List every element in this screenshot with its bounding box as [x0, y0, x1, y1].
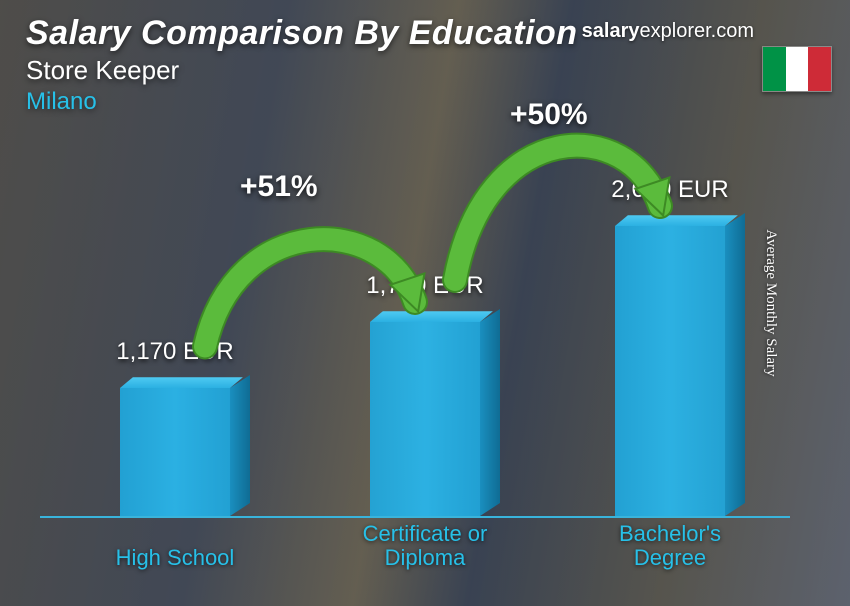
- bar-chart: 1,170 EURHigh School1,780 EURCertificate…: [50, 150, 780, 576]
- chart-title: Salary Comparison By Education: [26, 14, 578, 53]
- increase-arrow: [205, 239, 415, 346]
- brand-normal: explorer: [640, 20, 711, 42]
- flag-stripe-2: [786, 47, 809, 91]
- flag-stripe-1: [763, 47, 786, 91]
- chart-header: Salary Comparison By Education Store Kee…: [26, 14, 578, 116]
- brand-tld: .com: [711, 20, 754, 42]
- chart-subtitle: Store Keeper: [26, 55, 578, 86]
- country-flag-italy: [762, 46, 832, 92]
- increase-arrow: [455, 146, 660, 280]
- brand-bold: salary: [582, 20, 640, 42]
- brand-watermark: salaryexplorer.com: [582, 20, 754, 43]
- flag-stripe-3: [808, 47, 831, 91]
- arrows-layer: [50, 150, 780, 576]
- increase-pct-label: +50%: [510, 98, 588, 132]
- increase-pct-label: +51%: [240, 170, 318, 204]
- chart-location: Milano: [26, 88, 578, 116]
